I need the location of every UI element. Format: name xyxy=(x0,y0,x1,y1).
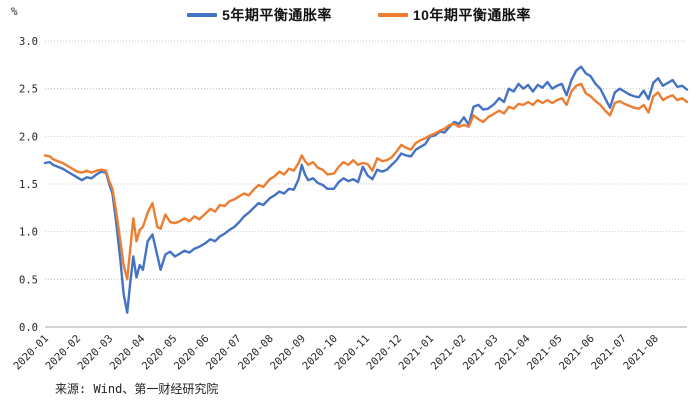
y-tick-label: 1.5 xyxy=(19,179,38,191)
y-tick-label: 3.0 xyxy=(19,36,38,48)
y-tick-label: 0.0 xyxy=(19,322,38,334)
x-tick-label: 2021-08 xyxy=(621,333,661,373)
legend-label: 5年期平衡通胀率 xyxy=(222,7,332,23)
y-tick-label: 2.5 xyxy=(19,84,38,96)
legend-item: 10年期平衡通胀率 xyxy=(377,5,531,25)
y-tick-label: 1.0 xyxy=(19,227,38,239)
y-tick-label: 2.0 xyxy=(19,131,38,143)
legend-line-swatch xyxy=(377,13,408,17)
series-line-5y-breakeven xyxy=(43,65,689,314)
y-axis-unit-label: % xyxy=(11,5,18,18)
chart-legend: 5年期平衡通胀率 10年期平衡通胀率 xyxy=(12,5,694,25)
source-note: 来源: Wind、第一财经研究院 xyxy=(55,382,219,396)
legend-item: 5年期平衡通胀率 xyxy=(187,5,332,25)
legend-label: 10年期平衡通胀率 xyxy=(412,7,531,23)
legend-line-swatch xyxy=(187,13,218,17)
y-tick-label: 0.5 xyxy=(19,274,38,286)
series-line-10y-breakeven xyxy=(43,82,689,281)
